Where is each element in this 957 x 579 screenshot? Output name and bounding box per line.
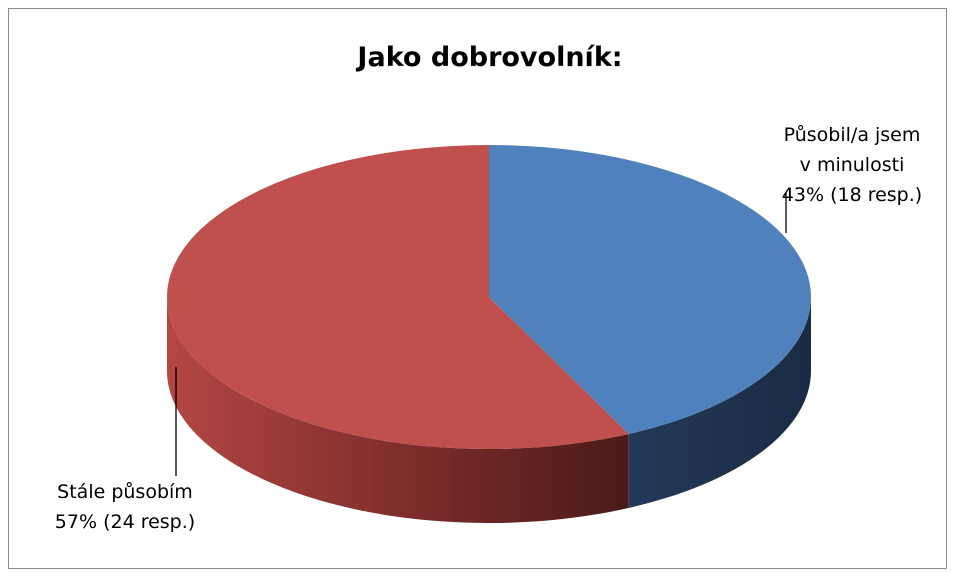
chart-title: Jako dobrovolník:: [355, 42, 622, 73]
data-label-past-line-1: Působil/a jsem: [784, 124, 921, 146]
data-label-past-line-2: v minulosti: [800, 154, 905, 176]
data-label-current-line-2: 57% (24 resp.): [55, 511, 195, 533]
data-label-current-line-1: Stále působím: [57, 481, 193, 503]
pie-plot: [167, 145, 812, 523]
pie-slice-current: [167, 145, 629, 449]
data-labels: Působil/a jsem v minulosti 43% (18 resp.) S…: [55, 124, 922, 533]
pie-side-current: [167, 297, 629, 523]
pie-side-past: [628, 297, 811, 508]
data-label-past-line-3: 43% (18 resp.): [782, 184, 922, 206]
pie-slice-past: [489, 145, 812, 434]
